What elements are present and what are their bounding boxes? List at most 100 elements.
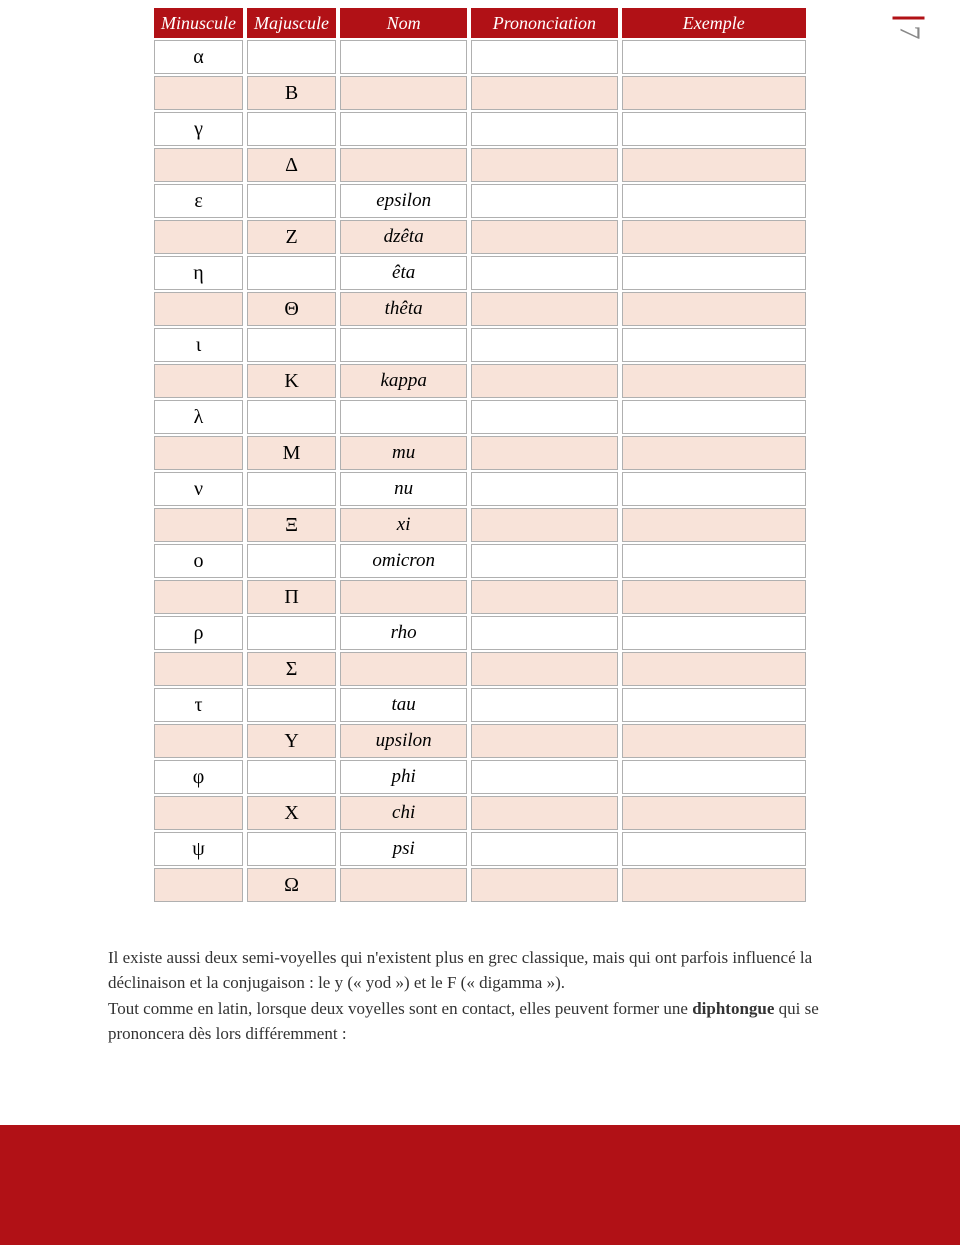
table-row: Χchi xyxy=(154,796,806,830)
cell-prononciation xyxy=(471,184,617,218)
table-row: Σ xyxy=(154,652,806,686)
cell-majuscule xyxy=(247,616,336,650)
cell-prononciation xyxy=(471,40,617,74)
table-row: ι xyxy=(154,328,806,362)
table-row: Ω xyxy=(154,868,806,902)
table-row: Θthêta xyxy=(154,292,806,326)
cell-nom xyxy=(340,868,467,902)
table-row: Κkappa xyxy=(154,364,806,398)
cell-prononciation xyxy=(471,328,617,362)
cell-majuscule xyxy=(247,472,336,506)
cell-nom: thêta xyxy=(340,292,467,326)
cell-nom: upsilon xyxy=(340,724,467,758)
cell-nom: dzêta xyxy=(340,220,467,254)
cell-exemple xyxy=(622,760,806,794)
col-prononciation: Prononciation xyxy=(471,8,617,38)
cell-prononciation xyxy=(471,472,617,506)
cell-minuscule: η xyxy=(154,256,243,290)
cell-minuscule xyxy=(154,508,243,542)
cell-prononciation xyxy=(471,832,617,866)
cell-majuscule: Ξ xyxy=(247,508,336,542)
cell-minuscule: ε xyxy=(154,184,243,218)
cell-majuscule xyxy=(247,544,336,578)
greek-alphabet-table: Minuscule Majuscule Nom Prononciation Ex… xyxy=(150,6,810,904)
table-row: φphi xyxy=(154,760,806,794)
cell-nom: epsilon xyxy=(340,184,467,218)
cell-minuscule xyxy=(154,148,243,182)
cell-prononciation xyxy=(471,436,617,470)
cell-exemple xyxy=(622,688,806,722)
cell-prononciation xyxy=(471,580,617,614)
cell-prononciation xyxy=(471,760,617,794)
cell-exemple xyxy=(622,328,806,362)
cell-majuscule: Π xyxy=(247,580,336,614)
col-minuscule: Minuscule xyxy=(154,8,243,38)
cell-prononciation xyxy=(471,796,617,830)
cell-exemple xyxy=(622,400,806,434)
cell-prononciation xyxy=(471,544,617,578)
cell-minuscule: γ xyxy=(154,112,243,146)
cell-minuscule: τ xyxy=(154,688,243,722)
cell-majuscule: Υ xyxy=(247,724,336,758)
cell-minuscule: ψ xyxy=(154,832,243,866)
cell-majuscule xyxy=(247,184,336,218)
cell-exemple xyxy=(622,256,806,290)
p2-part1: Tout comme en latin, lorsque deux voyell… xyxy=(108,999,692,1018)
cell-majuscule xyxy=(247,112,336,146)
cell-nom xyxy=(340,652,467,686)
cell-prononciation xyxy=(471,364,617,398)
paragraph-2: Tout comme en latin, lorsque deux voyell… xyxy=(108,997,852,1046)
paragraph-1: Il existe aussi deux semi-voyelles qui n… xyxy=(108,946,852,995)
cell-exemple xyxy=(622,184,806,218)
cell-nom: chi xyxy=(340,796,467,830)
cell-prononciation xyxy=(471,148,617,182)
cell-minuscule xyxy=(154,292,243,326)
cell-prononciation xyxy=(471,400,617,434)
cell-minuscule: α xyxy=(154,40,243,74)
cell-minuscule: ο xyxy=(154,544,243,578)
cell-majuscule: Θ xyxy=(247,292,336,326)
page-number: 7 xyxy=(893,17,925,40)
table-row: Ζdzêta xyxy=(154,220,806,254)
cell-majuscule xyxy=(247,832,336,866)
cell-minuscule: ρ xyxy=(154,616,243,650)
table-row: α xyxy=(154,40,806,74)
body-text: Il existe aussi deux semi-voyelles qui n… xyxy=(0,946,960,1047)
cell-prononciation xyxy=(471,688,617,722)
cell-exemple xyxy=(622,76,806,110)
cell-nom xyxy=(340,112,467,146)
cell-majuscule: Δ xyxy=(247,148,336,182)
cell-prononciation xyxy=(471,652,617,686)
table-row: Β xyxy=(154,76,806,110)
cell-majuscule xyxy=(247,760,336,794)
table-row: ηêta xyxy=(154,256,806,290)
cell-nom: nu xyxy=(340,472,467,506)
cell-nom: tau xyxy=(340,688,467,722)
cell-prononciation xyxy=(471,724,617,758)
cell-exemple xyxy=(622,148,806,182)
table-row: ψ psi xyxy=(154,832,806,866)
cell-nom: psi xyxy=(340,832,467,866)
cell-minuscule xyxy=(154,436,243,470)
cell-exemple xyxy=(622,652,806,686)
cell-majuscule xyxy=(247,40,336,74)
cell-majuscule xyxy=(247,400,336,434)
p2-bold: diphtongue xyxy=(692,999,774,1018)
table-row: τ tau xyxy=(154,688,806,722)
table-row: Ξxi xyxy=(154,508,806,542)
cell-nom xyxy=(340,40,467,74)
cell-exemple xyxy=(622,292,806,326)
cell-prononciation xyxy=(471,508,617,542)
cell-nom: phi xyxy=(340,760,467,794)
cell-nom: omicron xyxy=(340,544,467,578)
cell-nom xyxy=(340,580,467,614)
cell-exemple xyxy=(622,796,806,830)
cell-prononciation xyxy=(471,76,617,110)
cell-majuscule: Μ xyxy=(247,436,336,470)
cell-prononciation xyxy=(471,220,617,254)
cell-exemple xyxy=(622,220,806,254)
col-nom: Nom xyxy=(340,8,467,38)
cell-exemple xyxy=(622,112,806,146)
cell-majuscule xyxy=(247,688,336,722)
table-row: νnu xyxy=(154,472,806,506)
